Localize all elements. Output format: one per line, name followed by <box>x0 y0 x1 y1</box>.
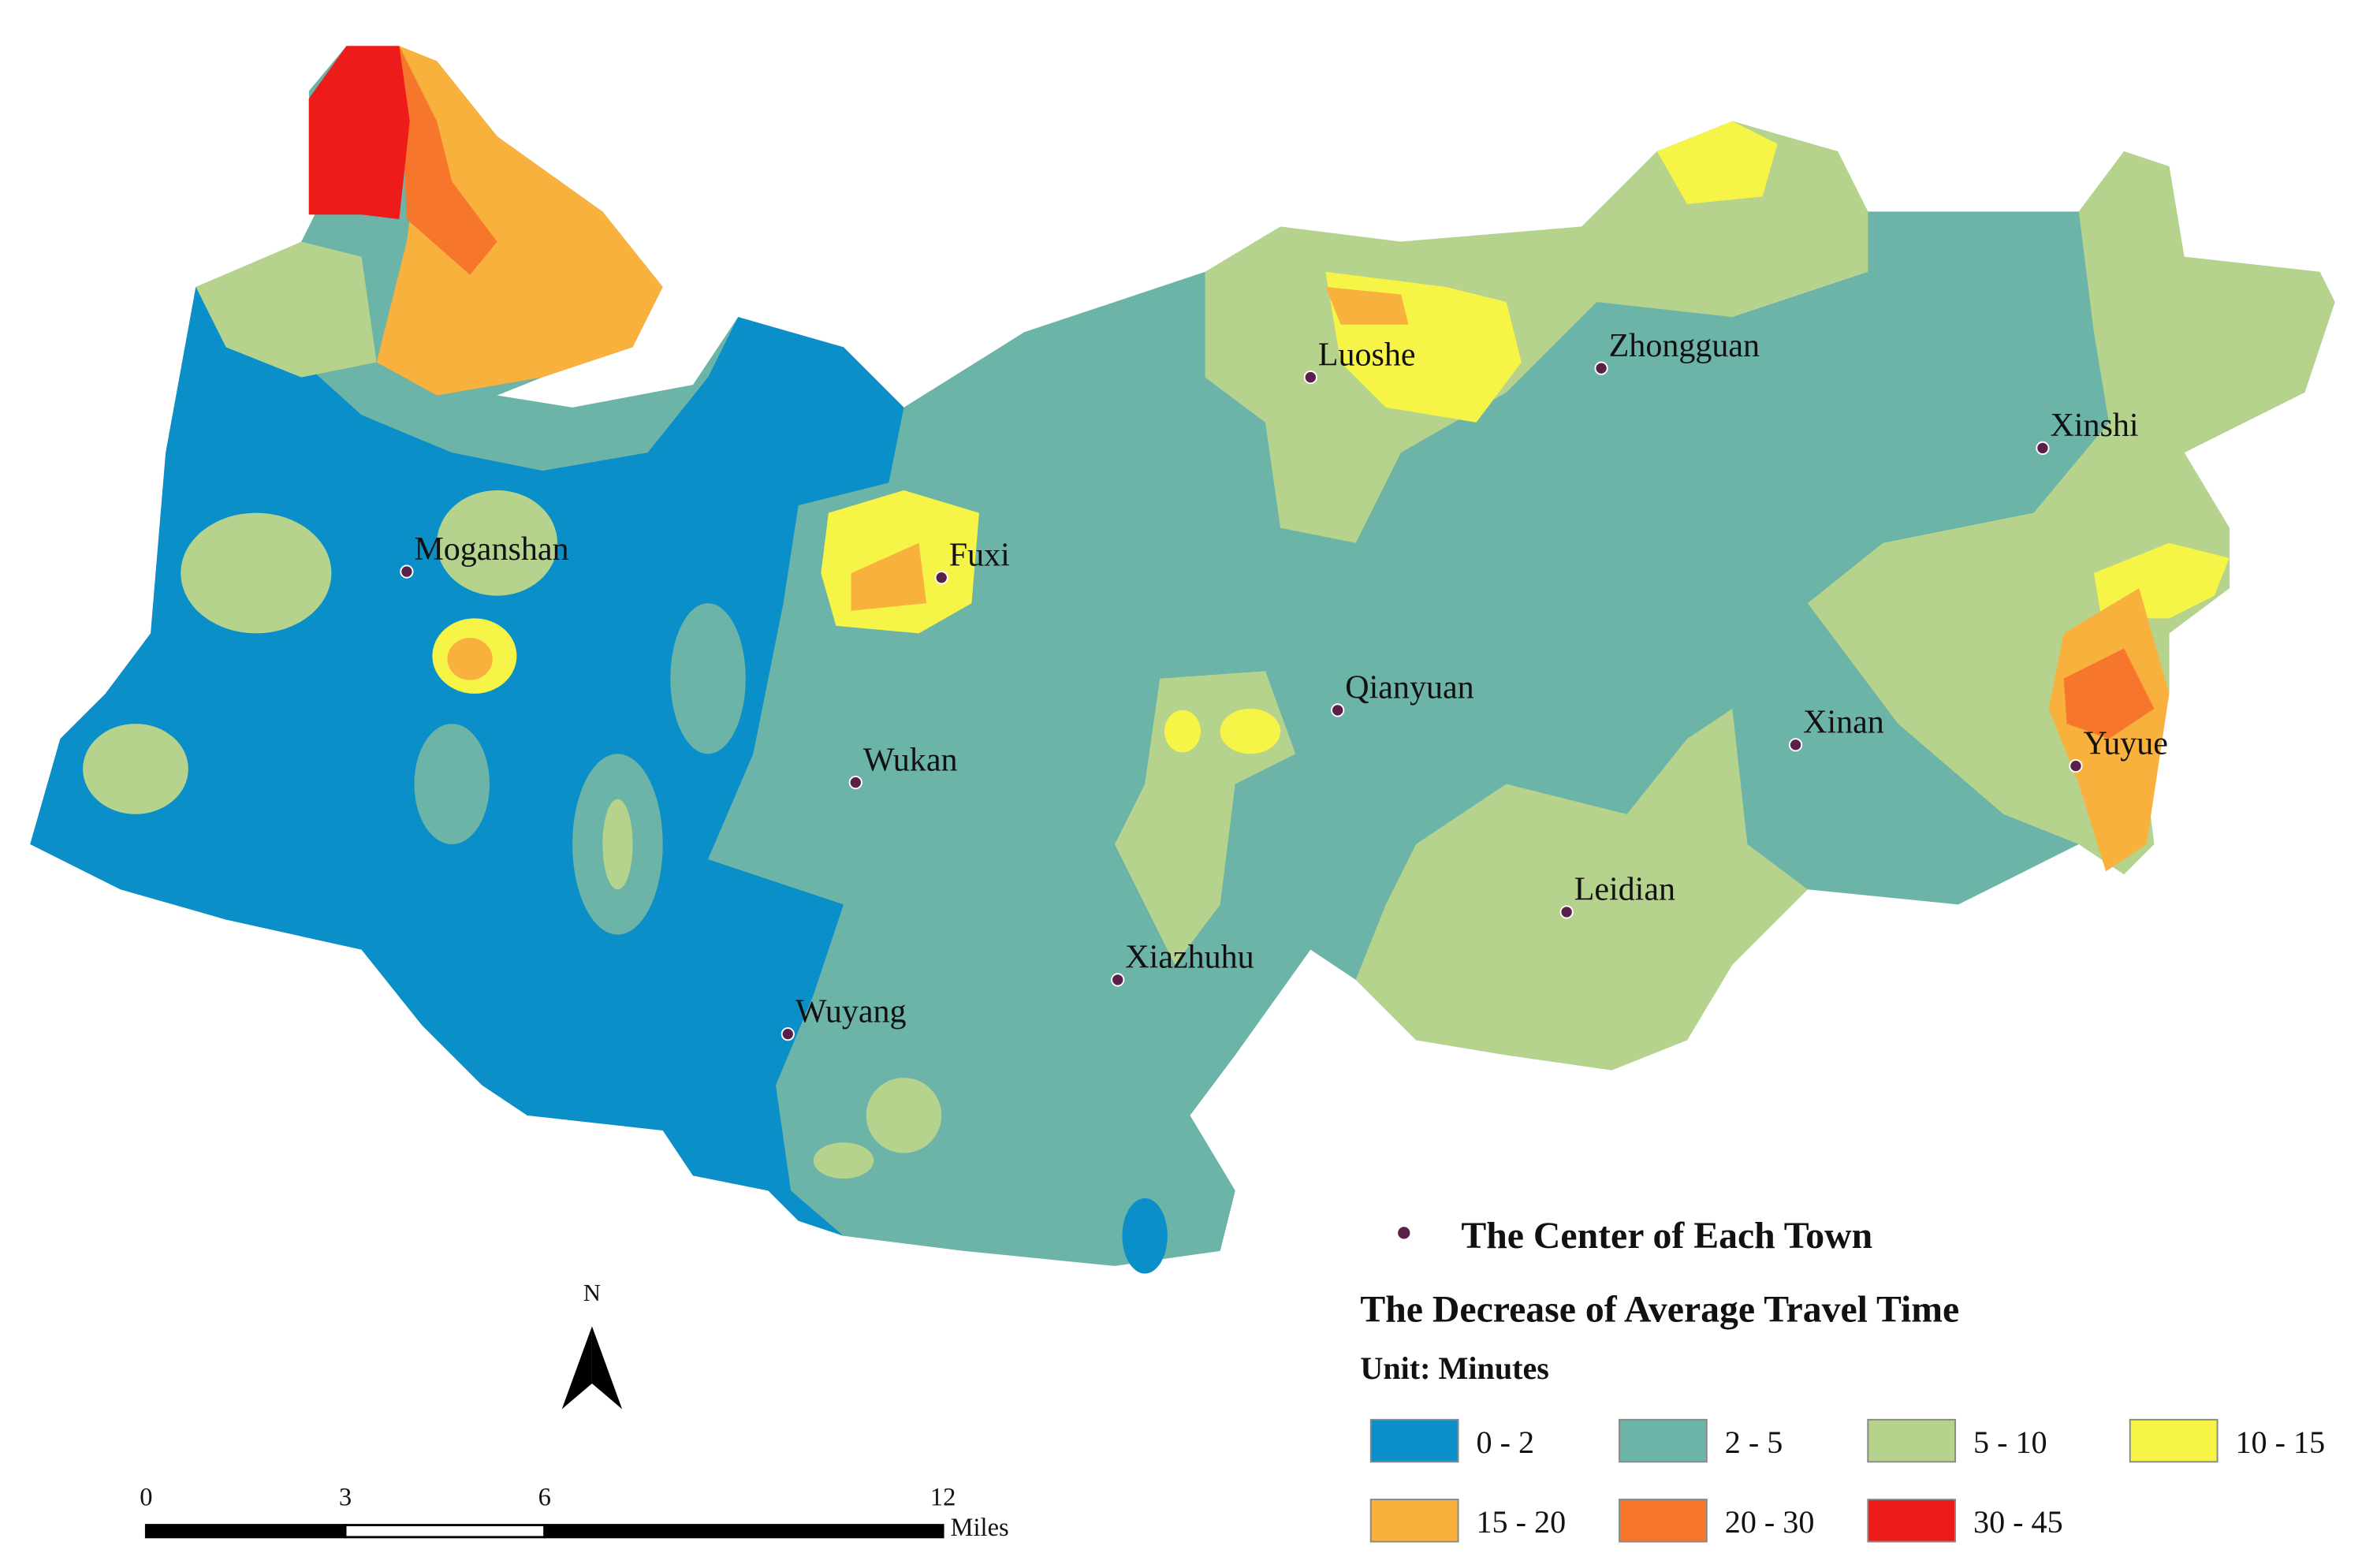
region <box>83 724 188 814</box>
legend-swatch <box>1369 1499 1459 1543</box>
town-label: Wuyang <box>795 993 907 1030</box>
region <box>866 1078 942 1153</box>
scale-tick-label: 6 <box>538 1484 551 1512</box>
region <box>437 490 557 596</box>
legend-unit: Unit: Minutes <box>1360 1350 1549 1386</box>
legend-label: 10 - 15 <box>2236 1425 2326 1460</box>
region <box>196 241 377 378</box>
town-label: Xiazhuhu <box>1125 940 1254 976</box>
arrow-left <box>561 1326 592 1410</box>
legend-point-label: The Center of Each Town <box>1461 1215 1872 1257</box>
scale-segment <box>144 1524 347 1539</box>
scale-tick-label: 3 <box>339 1484 352 1512</box>
legend-point <box>1398 1227 1410 1239</box>
regions <box>30 46 2335 1274</box>
region <box>181 512 332 634</box>
region <box>308 46 410 219</box>
town-label: Zhongguan <box>1609 328 1760 364</box>
region <box>1355 708 1808 1071</box>
town-label: Qianyuan <box>1345 670 1473 706</box>
legend-label: 15 - 20 <box>1477 1504 1567 1540</box>
town-label: Xinan <box>1803 705 1884 741</box>
town-point <box>2069 758 2083 773</box>
region <box>602 799 633 890</box>
town-point <box>2036 441 2050 456</box>
town-point <box>1788 738 1803 752</box>
north-arrow: N <box>561 1279 623 1410</box>
town-point <box>934 571 948 585</box>
region <box>1164 710 1201 753</box>
town-label: Xinshi <box>2050 408 2138 444</box>
town-label: Moganshan <box>414 531 568 568</box>
towns: Luoshe Zhongguan Xinshi Moganshan Fuxi Qianyu… <box>400 328 2168 1041</box>
town-point <box>848 775 862 790</box>
region <box>1656 121 1778 204</box>
legend: The Center of Each Town The Decrease of … <box>1360 1215 2326 1543</box>
region <box>399 46 497 275</box>
town-point <box>781 1027 795 1041</box>
town-label: Fuxi <box>949 537 1010 573</box>
scale-unit: Miles <box>951 1514 1009 1542</box>
town-point <box>1303 371 1317 385</box>
region <box>813 1142 874 1179</box>
north-label: N <box>583 1279 601 1306</box>
legend-swatch <box>1619 1418 1708 1463</box>
region <box>670 603 746 754</box>
legend-swatch <box>1369 1418 1459 1463</box>
scale-segment <box>344 1524 546 1539</box>
legend-label: 2 - 5 <box>1725 1425 1783 1460</box>
scale-segment <box>543 1524 944 1539</box>
scale-tick-label: 0 <box>140 1484 152 1512</box>
region <box>1325 286 1409 325</box>
region <box>1807 151 2335 875</box>
town-label: Luoshe <box>1318 337 1416 373</box>
town-label: Wukan <box>863 742 958 778</box>
region <box>851 542 927 611</box>
region <box>447 638 493 680</box>
scale-tick-label: 12 <box>930 1484 956 1512</box>
legend-swatch <box>2129 1418 2219 1463</box>
town-label: Leidian <box>1574 872 1675 908</box>
region <box>2063 648 2155 739</box>
legend-swatch <box>1619 1499 1708 1543</box>
region <box>1122 1197 1168 1274</box>
town-point <box>1111 973 1125 987</box>
legend-title: The Decrease of Average Travel Time <box>1360 1289 1959 1331</box>
legend-label: 30 - 45 <box>1973 1504 2063 1540</box>
region <box>414 724 490 844</box>
legend-label: 0 - 2 <box>1477 1425 1535 1460</box>
town-label: Yuyue <box>2084 725 2168 762</box>
town-point <box>1559 905 1574 919</box>
legend-label: 20 - 30 <box>1725 1504 1815 1540</box>
town-point <box>400 564 414 579</box>
region <box>376 46 663 396</box>
legend-swatch <box>1867 1418 1957 1463</box>
town-point <box>1594 361 1608 375</box>
region <box>1220 708 1281 754</box>
region <box>1205 121 1868 543</box>
arrow-right <box>591 1326 623 1410</box>
legend-swatch <box>1867 1499 1957 1543</box>
legend-label: 5 - 10 <box>1973 1425 2047 1460</box>
town-point <box>1331 703 1345 717</box>
